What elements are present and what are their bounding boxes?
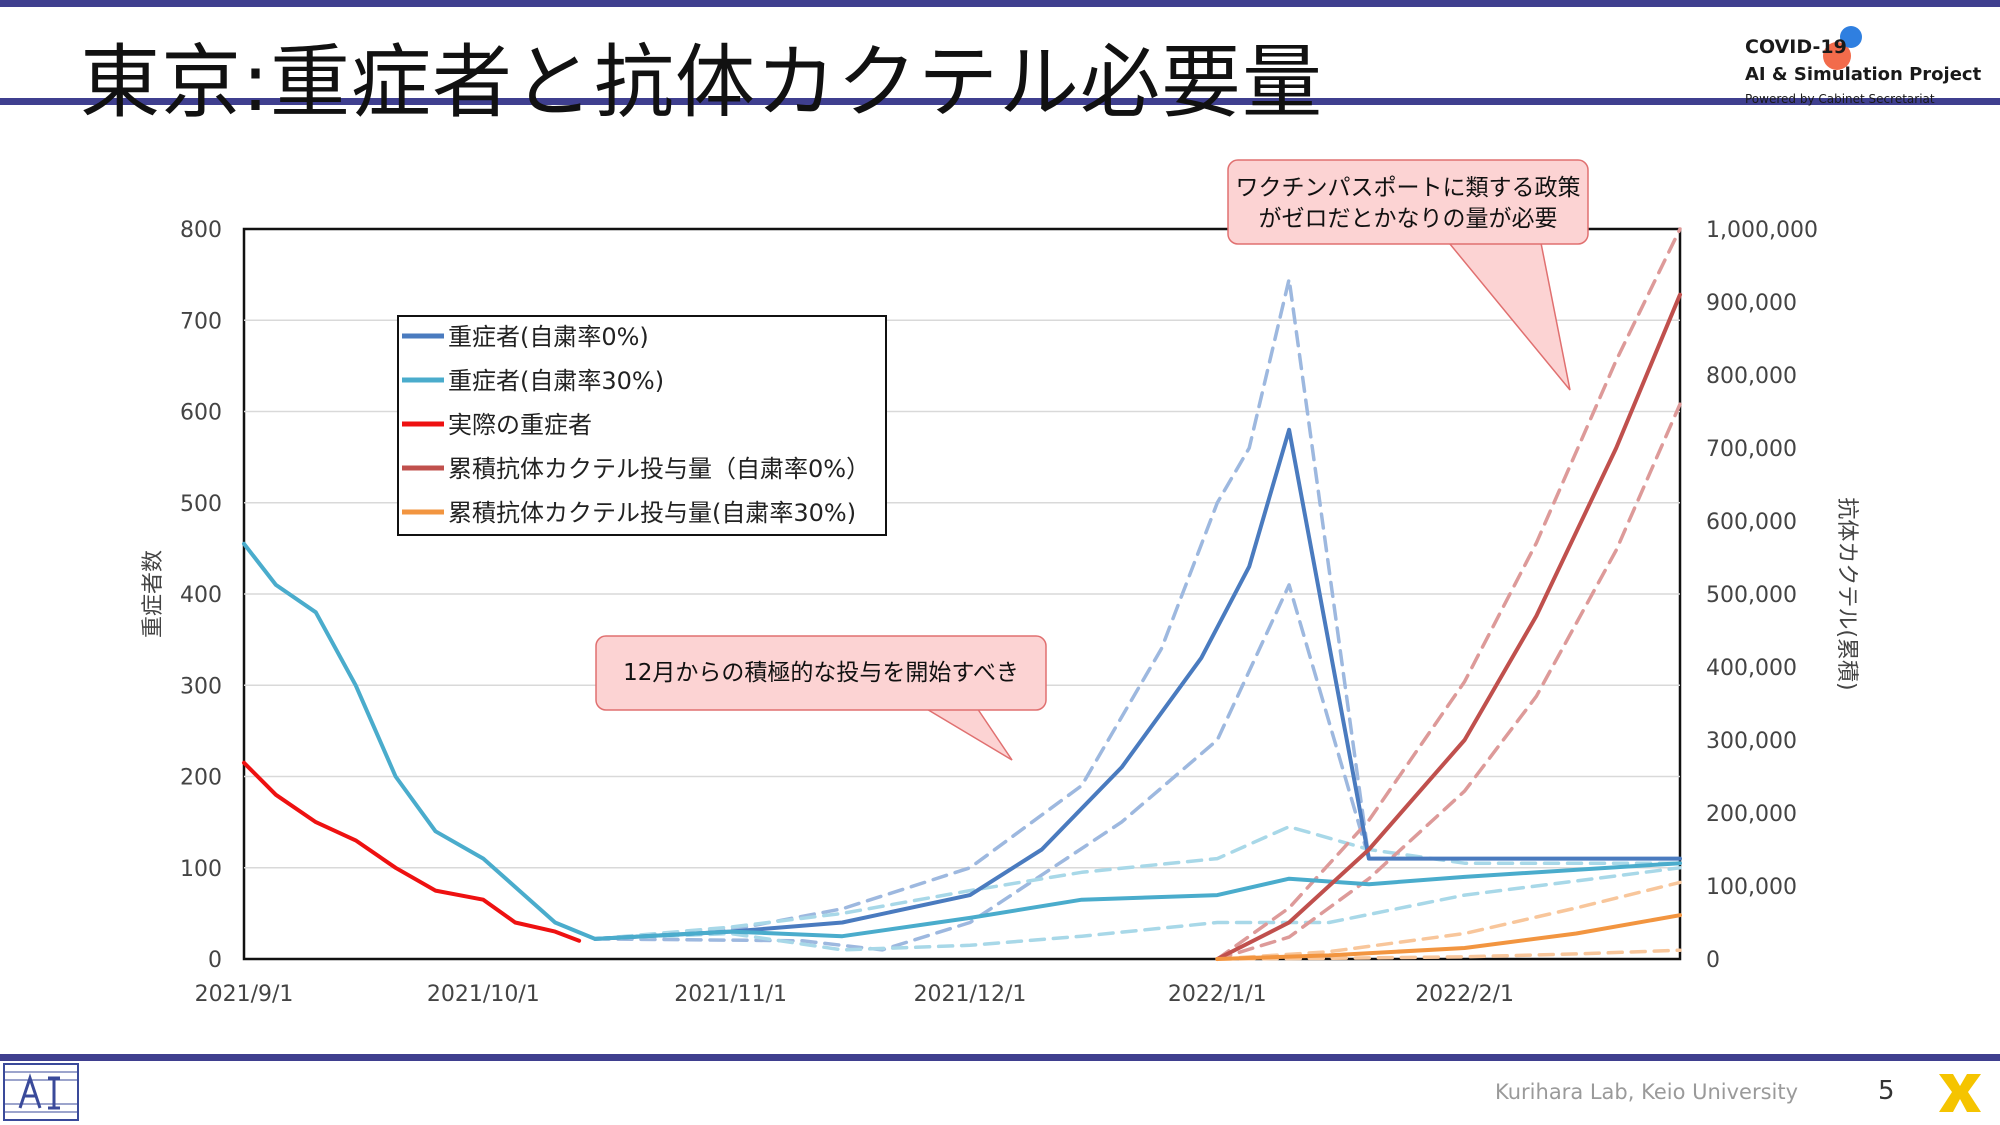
footer-band: [0, 1054, 2000, 1061]
title-underline: [0, 98, 2000, 105]
right-tick-label: 500,000: [1706, 583, 1797, 608]
legend-label: 実際の重症者: [448, 411, 592, 439]
right-tick-label: 1,000,000: [1706, 218, 1818, 243]
left-tick-label: 600: [180, 401, 222, 426]
logo-line3: Powered by Cabinet Secretariat: [1745, 92, 1935, 106]
legend-items: 重症者(自粛率0%) 重症者(自粛率30%) 実際の重症者累積抗体カクテル投与量（自…: [402, 323, 870, 527]
callout-pointer: [1443, 237, 1571, 391]
series-line: [593, 866, 1682, 952]
logo-line1: COVID-19: [1745, 36, 1847, 58]
legend-label: 累積抗体カクテル投与量（自粛率0%）: [448, 455, 870, 483]
right-tick-label: 900,000: [1706, 291, 1797, 316]
page-number: 5: [1878, 1076, 1895, 1106]
left-tick-label: 400: [180, 583, 222, 608]
left-tick-label: 500: [180, 492, 222, 517]
legend: 重症者(自粛率0%) 重症者(自粛率30%) 実際の重症者累積抗体カクテル投与量（自…: [397, 315, 887, 536]
callout-vaccine-passport: ワクチンパスポートに類する政策 がゼロだとかなりの量が必要: [1227, 159, 1589, 391]
x-tick-label: 2021/12/1: [914, 982, 1027, 1007]
right-axis-label: 抗体カクテル(累積): [1834, 497, 1859, 690]
series-line: [242, 760, 582, 943]
callout-line1: 12月からの積極的な投与を開始すべき: [623, 660, 1019, 686]
callout-line2: がゼロだとかなりの量が必要: [1259, 206, 1558, 232]
right-tick-label: 800,000: [1706, 364, 1797, 389]
legend-box: [397, 315, 887, 536]
right-tick-label: 600,000: [1706, 510, 1797, 535]
right-tick-label: 700,000: [1706, 437, 1797, 462]
series-line: [1215, 880, 1682, 961]
footer-lab-name: Kurihara Lab, Keio University: [1495, 1080, 1799, 1104]
callout-december: 12月からの積極的な投与を開始すべき: [595, 635, 1047, 761]
left-tick-label: 200: [180, 766, 222, 791]
ticks-layer: 0 100 200 300 400 500 600 700 800 0 100,000 200,000…: [180, 218, 1818, 1007]
left-tick-label: 0: [208, 948, 222, 973]
x-tick-label: 2021/10/1: [427, 982, 540, 1007]
callout-box: [1227, 159, 1589, 245]
right-tick-label: 0: [1706, 948, 1720, 973]
gridlines: [244, 319, 1680, 869]
legend-label: 重症者(自粛率0%): [448, 323, 649, 351]
right-tick-label: 100,000: [1706, 875, 1797, 900]
x-tick-label: 2021/9/1: [195, 982, 294, 1007]
top-band: [0, 0, 2000, 7]
logo-line2: AI & Simulation Project: [1745, 64, 1982, 85]
series-line: [593, 824, 1682, 941]
series-layer: [242, 227, 1682, 961]
x-tick-label: 2022/1/1: [1168, 982, 1267, 1007]
callout-line1: ワクチンパスポートに類する政策: [1236, 175, 1581, 201]
right-tick-label: 400,000: [1706, 656, 1797, 681]
left-tick-label: 100: [180, 857, 222, 882]
x-tick-label: 2022/2/1: [1415, 982, 1514, 1007]
covid-project-logo: COVID-19 AI & Simulation Project Powered…: [1745, 20, 1985, 120]
series-line: [242, 541, 1682, 941]
left-tick-label: 800: [180, 218, 222, 243]
slide-title: 東京:重症者と抗体カクテル必要量: [80, 36, 1323, 129]
logo-blue-dot: [1840, 26, 1862, 48]
legend-label: 累積抗体カクテル投与量(自粛率30%): [448, 499, 856, 527]
x-tick-label: 2021/11/1: [674, 982, 787, 1007]
x-logo-icon: [1939, 1074, 1981, 1112]
left-axis-label: 重症者数: [141, 550, 166, 638]
lab-logo-icon: [3, 1063, 79, 1121]
series-line: [593, 427, 1682, 941]
legend-label: 重症者(自粛率30%): [448, 367, 664, 395]
left-tick-label: 700: [180, 309, 222, 334]
left-tick-label: 300: [180, 674, 222, 699]
callout-pointer: [917, 704, 1013, 761]
callout-box: [595, 635, 1047, 711]
right-tick-label: 300,000: [1706, 729, 1797, 754]
right-tick-label: 200,000: [1706, 802, 1797, 827]
